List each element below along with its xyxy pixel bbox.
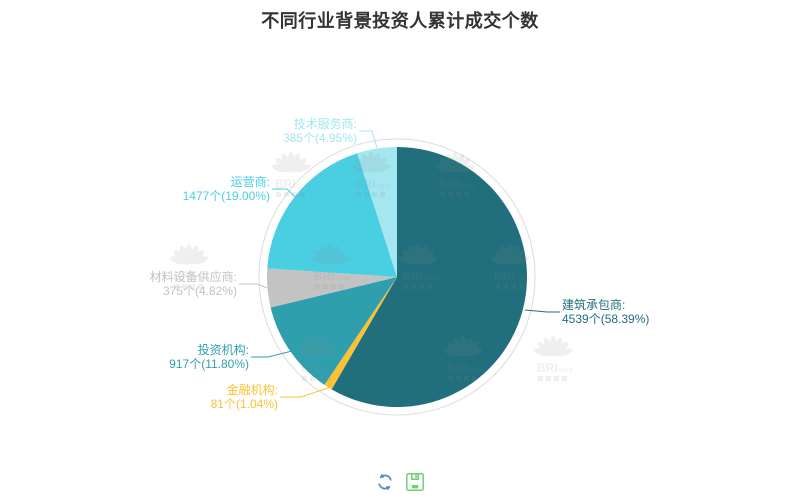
pie-slice-金融机构[interactable] bbox=[324, 277, 397, 390]
label-line-投资机构 bbox=[251, 350, 293, 358]
pie-label-value: 81个(1.04%) bbox=[210, 397, 278, 411]
pie-label-运营商: 运营商: 1477个(19.00%) bbox=[183, 175, 270, 203]
label-line-运营商 bbox=[272, 188, 296, 198]
pie-slice-投资机构[interactable] bbox=[270, 277, 397, 385]
save-image-button[interactable] bbox=[404, 471, 426, 493]
pie-label-投资机构: 投资机构: 917个(11.80%) bbox=[169, 343, 249, 371]
label-line-建筑承包商 bbox=[524, 309, 560, 313]
pie-label-name: 技术服务商: bbox=[293, 117, 357, 131]
pie-label-name: 材料设备供应商: bbox=[149, 270, 237, 284]
pie-label-name: 运营商: bbox=[230, 175, 270, 189]
chart-title: 不同行业背景投资人累计成交个数 bbox=[261, 11, 539, 31]
brand-watermark bbox=[532, 336, 574, 381]
label-lines bbox=[239, 130, 560, 398]
refresh-button[interactable] bbox=[374, 471, 396, 493]
pie-label-技术服务商: 技术服务商: 385个(4.95%) bbox=[283, 117, 357, 145]
pie-label-name: 建筑承包商: bbox=[562, 298, 626, 312]
label-line-技术服务商 bbox=[359, 130, 378, 149]
label-line-金融机构 bbox=[280, 386, 332, 398]
pie-label-name: 金融机构: bbox=[226, 383, 278, 397]
chart-toolbar bbox=[0, 468, 800, 496]
pie-label-name: 投资机构: bbox=[197, 343, 249, 357]
refresh-icon bbox=[378, 473, 392, 491]
pie-label-value: 1477个(19.00%) bbox=[182, 189, 270, 203]
pie-outer-ring bbox=[258, 138, 536, 416]
pie-label-材料设备供应商: 材料设备供应商: 375个(4.82%) bbox=[150, 270, 237, 298]
label-line-材料设备供应商 bbox=[239, 283, 268, 289]
pie-label-value: 375个(4.82%) bbox=[162, 284, 237, 298]
pie-label-建筑承包商: 建筑承包商: 4539个(58.39%) bbox=[562, 298, 649, 326]
pie-label-value: 917个(11.80%) bbox=[169, 357, 249, 371]
save-icon bbox=[406, 473, 424, 491]
pie-label-value: 4539个(58.39%) bbox=[562, 312, 650, 326]
pie-label-金融机构: 金融机构: 81个(1.04%) bbox=[211, 383, 278, 411]
pie-label-value: 385个(4.95%) bbox=[282, 131, 357, 145]
